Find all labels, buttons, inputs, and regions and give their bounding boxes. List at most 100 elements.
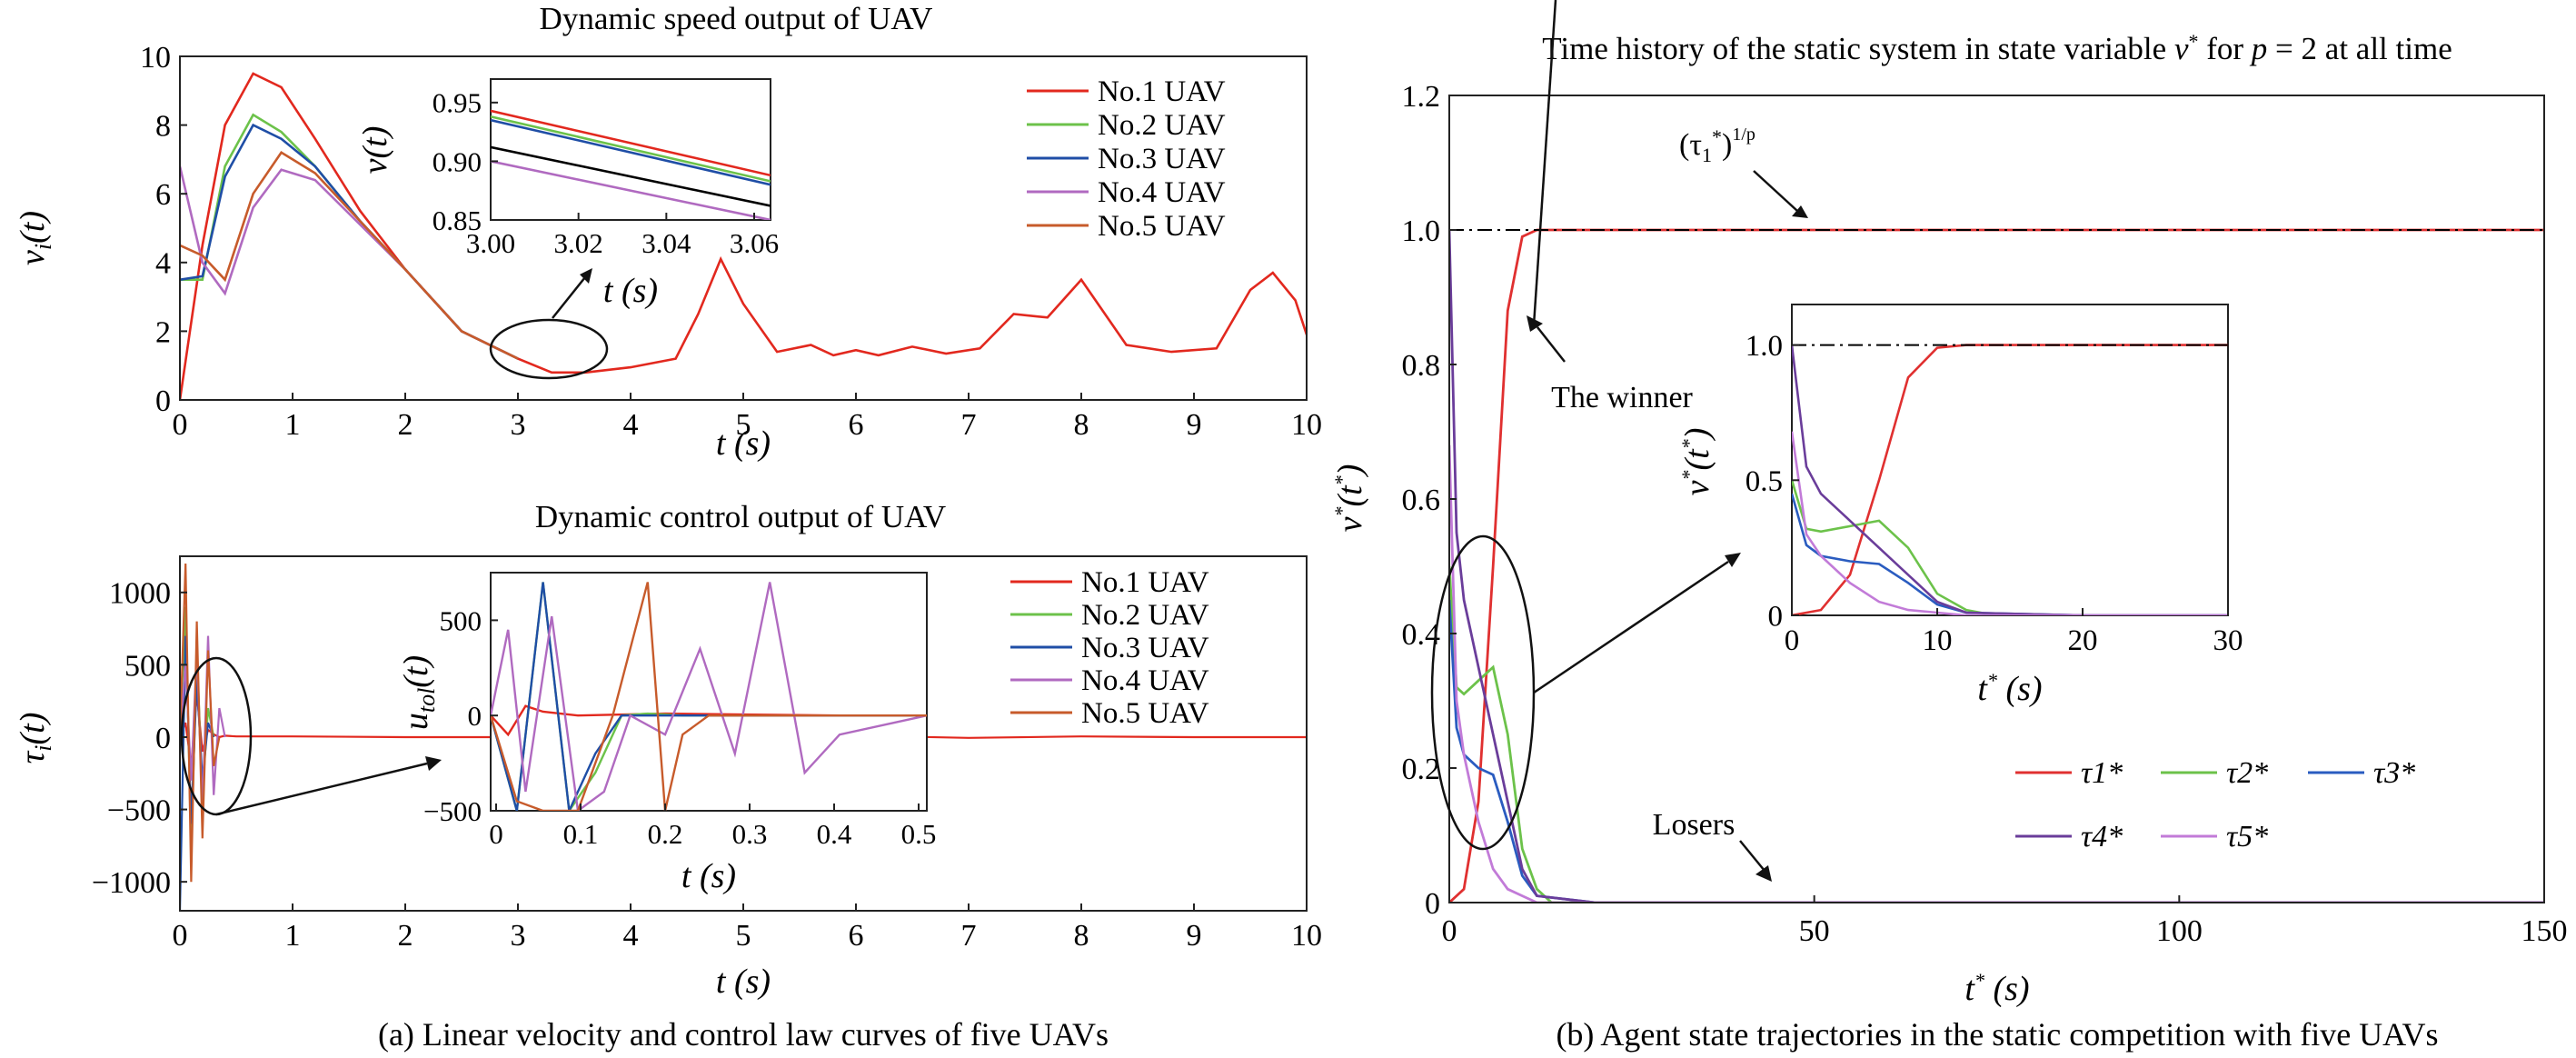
speed-inset-x-label: t (s) [603, 272, 658, 310]
winner-arrow [1537, 326, 1566, 363]
control-y-tick-label: −1000 [92, 866, 171, 900]
winner-label: The winner [1551, 381, 1693, 414]
zoom-arrow-static [1533, 560, 1729, 694]
static-inset-y-tick-label: 1.0 [1746, 330, 1783, 363]
speed-inset-x-tick-label: 3.04 [642, 227, 691, 259]
reference-label: (τ1*)1/p [1679, 125, 1755, 166]
speed-y-tick-label: 8 [155, 110, 171, 144]
static-chart: Time history of the static system in sta… [1330, 0, 2568, 1008]
speed-x-tick-label: 2 [398, 408, 413, 442]
static-x-tick-label: 100 [2156, 914, 2203, 948]
control-inset-x-label: t (s) [681, 857, 736, 895]
speed-inset-y-tick-label: 0.85 [433, 205, 482, 236]
control-y-tick-label: 0 [155, 722, 171, 755]
legend-label: τ4* [2081, 820, 2123, 853]
series-line-s5 [1792, 431, 2228, 615]
zoom-arrow-control [215, 762, 428, 816]
speed-y-tick-label: 6 [155, 178, 171, 212]
static-inset-frame [1791, 304, 2229, 616]
legend-label: No.5 UAV [1081, 697, 1209, 730]
losers-arrowhead [1755, 865, 1772, 882]
reference-arrow [1753, 170, 1798, 212]
control-x-tick-label: 0 [173, 919, 188, 953]
control-chart: Dynamic control output of UAV 0 1 2 3 4 5 6 7 8 9… [14, 499, 1322, 1001]
legend-label: No.1 UAV [1081, 566, 1209, 599]
control-x-tick-label: 8 [1074, 919, 1089, 953]
series-line-s4 [1792, 344, 2228, 615]
speed-y-tick-label: 10 [140, 41, 171, 75]
control-inset-x-tick-label: 0.5 [901, 818, 937, 850]
caption-b: (b) Agent state trajectories in the stat… [1556, 1016, 2438, 1053]
series-line-s2 [491, 115, 771, 183]
control-y-axis-label: τi(t) [14, 713, 56, 764]
winner-arrowhead [1527, 315, 1543, 332]
static-x-tick-label: 0 [1442, 914, 1457, 948]
static-y-tick-label: 0.2 [1402, 753, 1441, 786]
legend-label: No.1 UAV [1098, 75, 1226, 108]
static-x-tick-label: 50 [1799, 914, 1830, 948]
control-x-tick-label: 1 [285, 919, 301, 953]
control-x-tick-label: 5 [736, 919, 751, 953]
series-line-s5 [491, 582, 927, 811]
static-inset-x-tick-label: 30 [2213, 624, 2243, 657]
speed-x-tick-label: 9 [1187, 408, 1202, 442]
legend-label: No.4 UAV [1081, 664, 1209, 697]
speed-inset-x-tick-label: 3.00 [466, 227, 515, 259]
losers-arrow [1739, 840, 1765, 872]
speed-inset-y-label: v(t) [356, 126, 394, 175]
control-x-ticks: 0 1 2 3 4 5 6 7 8 9 10 [173, 903, 1322, 953]
speed-y-ticks: 0 2 4 6 8 10 [140, 41, 187, 418]
control-inset-y-tick-label: 0 [468, 700, 482, 732]
static-inset-x-tick-label: 10 [1923, 624, 1953, 657]
speed-x-tick-label: 4 [623, 408, 639, 442]
legend-label: No.5 UAV [1098, 210, 1226, 243]
series-line-s3 [1449, 599, 2544, 903]
speed-x-tick-label: 1 [285, 408, 301, 442]
static-inset-y-tick-label: 0 [1768, 601, 1784, 634]
control-inset-x-tick-label: 0.1 [563, 818, 599, 850]
speed-x-axis-label: t (s) [716, 424, 771, 463]
control-inset-y-label: utol(t) [397, 655, 440, 730]
speed-y-tick-label: 2 [155, 315, 171, 349]
static-inset-x-label: t* (s) [1977, 669, 2042, 708]
control-x-tick-label: 4 [623, 919, 639, 953]
series-line-s4 [1449, 229, 2544, 903]
series-line-s1 [491, 109, 771, 177]
speed-x-tick-label: 10 [1291, 408, 1322, 442]
speed-x-tick-label: 0 [173, 408, 188, 442]
static-y-tick-label: 0.6 [1402, 484, 1441, 517]
speed-y-tick-label: 0 [155, 384, 171, 418]
zoom-arrow [552, 272, 590, 319]
losers-label: Losers [1653, 808, 1736, 842]
control-y-tick-label: −500 [107, 794, 171, 827]
static-inset-y-label: v*(t*) [1677, 428, 1716, 496]
legend-label: No.2 UAV [1081, 599, 1209, 632]
speed-chart: Dynamic speed output of UAV 0 1 2 3 4 5 6 7 8 9 10… [14, 1, 1322, 463]
static-inset-y-tick-label: 0.5 [1746, 465, 1783, 498]
static-chart-title: Time history of the static system in sta… [1542, 30, 2452, 66]
series-line-s4 [491, 160, 771, 220]
static-y-tick-label: 1.2 [1402, 80, 1441, 114]
speed-y-tick-label: 4 [155, 247, 171, 281]
series-line-s2 [1792, 479, 2228, 615]
control-x-tick-label: 2 [398, 919, 413, 953]
static-x-ticks: 0 50 100 150 [1442, 895, 2568, 948]
speed-x-tick-label: 5 [736, 408, 751, 442]
series-line-s4 [491, 582, 927, 811]
static-y-axis-label: v*(t*) [1330, 464, 1369, 533]
static-y-tick-label: 1.0 [1402, 215, 1441, 248]
series-line-s5 [180, 563, 221, 883]
series-line-s1 [180, 72, 1307, 400]
control-y-tick-label: 1000 [109, 577, 171, 611]
legend-label: τ1* [2081, 756, 2123, 790]
control-inset-frame [490, 572, 928, 812]
control-inset-x-tick-label: 0.4 [817, 818, 852, 850]
control-chart-title: Dynamic control output of UAV [535, 499, 946, 534]
speed-y-axis-label: vi(t) [14, 211, 56, 265]
control-y-ticks: 1000 500 0 −500 −1000 [92, 577, 187, 900]
control-x-tick-label: 3 [511, 919, 526, 953]
legend-label: τ3* [2373, 756, 2415, 790]
